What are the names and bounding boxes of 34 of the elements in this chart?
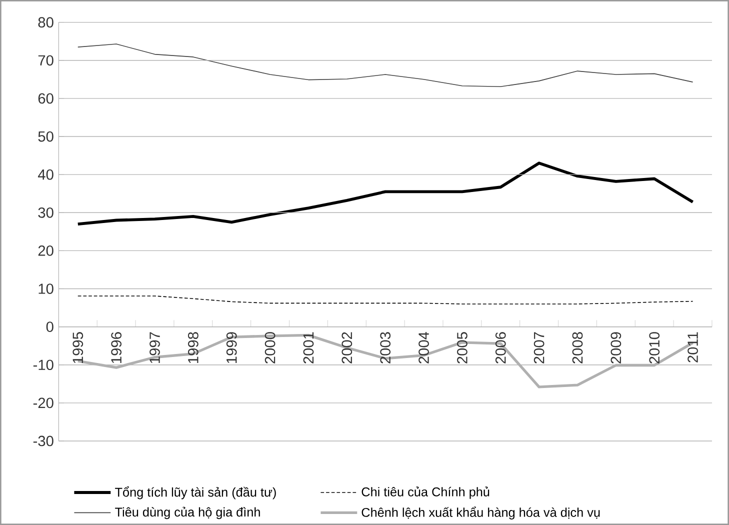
y-tick-label: 20: [38, 246, 54, 256]
y-tick-label: 70: [38, 55, 54, 66]
x-tick-label: 2009: [610, 332, 622, 364]
line-series: [77, 44, 694, 88]
x-tick-label: 1998: [188, 332, 198, 364]
legend-label: Tổng tích lũy tài sản (đầu tư): [115, 486, 276, 500]
y-tick-label: 50: [38, 131, 54, 142]
y-tick-label: 30: [38, 207, 54, 218]
y-tick-label: 0: [46, 322, 54, 332]
x-tick-label: 2008: [572, 332, 583, 364]
y-tick-label: -10: [33, 360, 54, 370]
x-tick-label: 2006: [495, 332, 506, 364]
x-tick-label: 2007: [534, 332, 544, 364]
x-tick-label: 2005: [457, 332, 468, 364]
legend-label: Chênh lệch xuất khẩu hàng hóa và dịch vụ: [362, 506, 600, 520]
x-tick-label: 2000: [264, 332, 276, 364]
y-tick-label: 10: [38, 284, 54, 294]
y-tick-label: 40: [38, 169, 54, 180]
x-tick-label: 1995: [72, 332, 84, 364]
y-tick-label: -30: [33, 436, 54, 446]
x-tick-label: 1999: [226, 332, 237, 364]
x-tick-label: 2002: [342, 332, 352, 364]
x-tick-label: 2011: [688, 332, 698, 362]
x-tick-label: 2004: [418, 332, 429, 364]
x-tick-label: 2001: [303, 332, 314, 364]
y-tick-label: 80: [38, 17, 54, 28]
y-tick-label: -20: [33, 398, 54, 408]
y-tick-label: 60: [38, 93, 54, 104]
legend-label: Chi tiêu của Chính phủ: [362, 486, 490, 499]
x-tick-label: 2003: [380, 332, 391, 364]
legend-label: Tiêu dùng của hộ gia đình: [115, 506, 260, 520]
x-tick-label: 2010: [649, 332, 660, 364]
x-tick-label: 1996: [111, 332, 122, 364]
x-tick-label: 1997: [150, 332, 160, 364]
